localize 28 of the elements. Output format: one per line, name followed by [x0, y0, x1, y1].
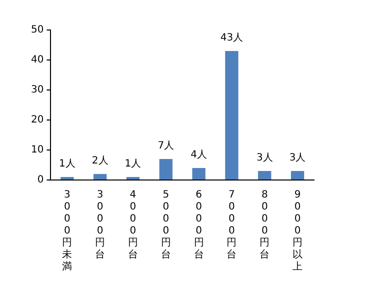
data-label: 3人: [256, 152, 273, 164]
x-tick-label: 3000円未満: [62, 190, 72, 273]
y-tick-label: 40: [30, 54, 44, 66]
bar: [192, 168, 206, 180]
bar: [94, 174, 107, 180]
bar: [159, 159, 172, 180]
x-tick-label: 9000円以上: [292, 190, 303, 273]
bar: [290, 171, 304, 180]
x-tick-label: 8000円台: [260, 190, 270, 261]
x-tick-label: 7000円台: [226, 190, 237, 261]
bar: [258, 171, 272, 180]
x-tick-label: 4000円台: [128, 190, 138, 261]
y-tick-label: 20: [30, 114, 44, 126]
bar: [225, 51, 238, 180]
data-label: 3人: [289, 152, 306, 164]
y-tick-label: 0: [37, 174, 44, 186]
data-label: 1人: [124, 158, 142, 170]
x-tick-label: 5000円台: [160, 190, 171, 261]
data-label: 7人: [158, 140, 174, 152]
data-label: 4人: [190, 150, 208, 161]
y-tick-label: 30: [30, 84, 44, 96]
data-label: 43人: [220, 32, 244, 44]
data-label: 1人: [58, 158, 76, 170]
x-tick-label: 3000円台: [95, 190, 106, 261]
y-tick-label: 50: [30, 24, 44, 36]
data-label: 2人: [92, 156, 108, 167]
y-tick-label: 10: [30, 144, 44, 156]
x-tick-label: 6000円台: [194, 190, 204, 261]
